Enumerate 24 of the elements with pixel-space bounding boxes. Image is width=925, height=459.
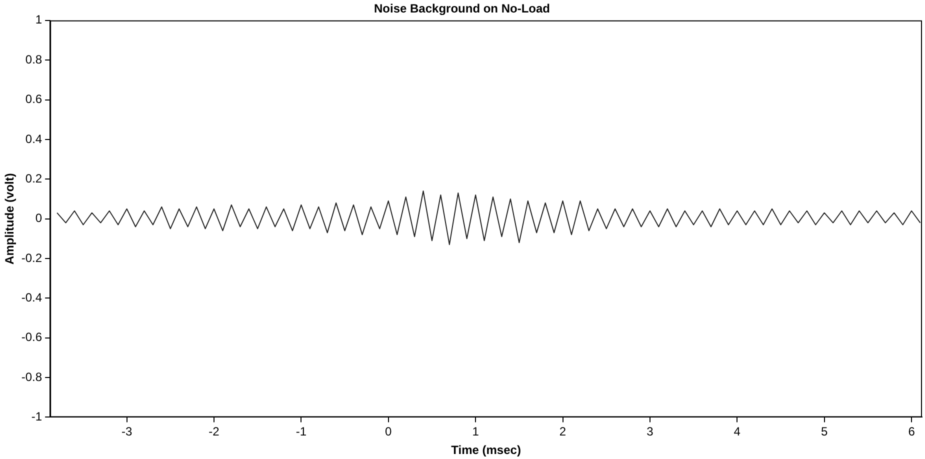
y-tick-label: -0.8 [21,370,42,384]
y-tick-label: 0.8 [25,52,42,66]
x-tick-label: 5 [821,424,828,439]
x-tick-label: 0 [385,424,392,439]
y-tick-label: 0.2 [25,171,42,186]
x-tick-label: -3 [121,424,132,439]
y-axis-title: Amplitude (volt) [2,173,17,264]
y-tick-label: 1 [35,12,42,27]
x-tick-label: 2 [559,424,566,439]
y-tick-label: 0.4 [25,132,42,146]
chart-title: Noise Background on No-Load [374,2,550,16]
x-tick-label: 4 [734,424,741,439]
y-tick-label: -0.6 [21,330,42,344]
x-tick-label: -2 [208,424,220,439]
y-tick-label: 0.6 [25,92,42,106]
x-tick-label: -1 [296,424,307,439]
x-tick-label: 6 [908,424,916,439]
y-tick-label: -1 [31,410,42,424]
y-tick-label: -0.4 [21,290,42,304]
x-tick-label: 1 [472,424,480,439]
y-tick-label: 0 [35,211,42,226]
x-axis-title: Time (msec) [451,443,521,458]
y-tick-label: -0.2 [21,250,42,265]
x-tick-label: 3 [646,424,654,439]
